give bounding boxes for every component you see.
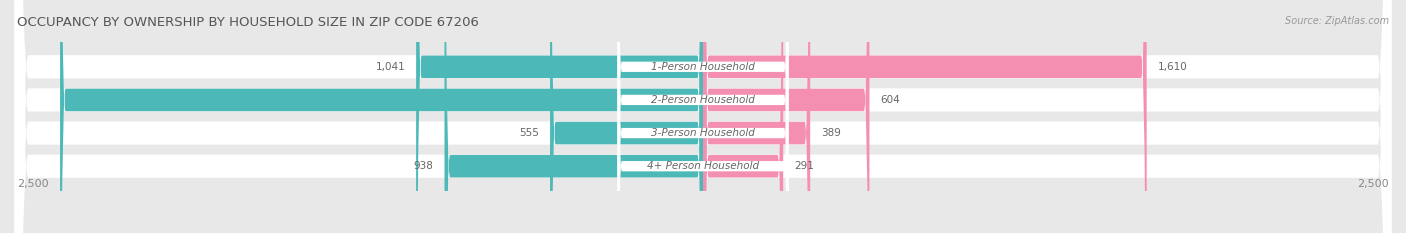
FancyBboxPatch shape bbox=[703, 0, 783, 233]
FancyBboxPatch shape bbox=[703, 0, 810, 233]
Text: 555: 555 bbox=[519, 128, 538, 138]
FancyBboxPatch shape bbox=[14, 0, 1392, 233]
FancyBboxPatch shape bbox=[444, 0, 703, 233]
Text: Source: ZipAtlas.com: Source: ZipAtlas.com bbox=[1285, 16, 1389, 26]
Text: 938: 938 bbox=[413, 161, 433, 171]
FancyBboxPatch shape bbox=[416, 0, 703, 233]
Text: OCCUPANCY BY OWNERSHIP BY HOUSEHOLD SIZE IN ZIP CODE 67206: OCCUPANCY BY OWNERSHIP BY HOUSEHOLD SIZE… bbox=[17, 16, 479, 29]
FancyBboxPatch shape bbox=[14, 0, 1392, 233]
Text: 1,610: 1,610 bbox=[1157, 62, 1188, 72]
FancyBboxPatch shape bbox=[703, 0, 869, 233]
FancyBboxPatch shape bbox=[617, 0, 789, 233]
FancyBboxPatch shape bbox=[60, 0, 703, 233]
FancyBboxPatch shape bbox=[617, 0, 789, 233]
Text: 1,041: 1,041 bbox=[375, 62, 405, 72]
FancyBboxPatch shape bbox=[703, 0, 1147, 233]
FancyBboxPatch shape bbox=[617, 0, 789, 233]
FancyBboxPatch shape bbox=[14, 0, 1392, 233]
FancyBboxPatch shape bbox=[14, 0, 1392, 233]
Text: 2-Person Household: 2-Person Household bbox=[651, 95, 755, 105]
Text: 389: 389 bbox=[821, 128, 841, 138]
Text: 2,500: 2,500 bbox=[1358, 179, 1389, 189]
Text: 1-Person Household: 1-Person Household bbox=[651, 62, 755, 72]
Text: 3-Person Household: 3-Person Household bbox=[651, 128, 755, 138]
Text: 2,500: 2,500 bbox=[17, 179, 48, 189]
FancyBboxPatch shape bbox=[550, 0, 703, 233]
Text: 4+ Person Household: 4+ Person Household bbox=[647, 161, 759, 171]
Text: 2,333: 2,333 bbox=[31, 95, 60, 105]
FancyBboxPatch shape bbox=[617, 0, 789, 233]
Text: 291: 291 bbox=[794, 161, 814, 171]
Text: 604: 604 bbox=[880, 95, 900, 105]
